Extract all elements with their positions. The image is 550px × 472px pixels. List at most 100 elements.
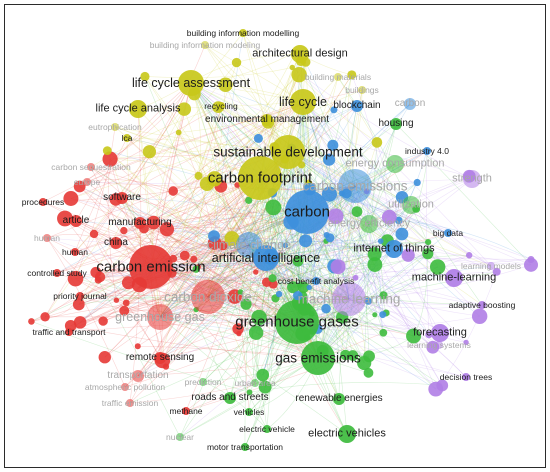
keyword-label[interactable]: buildings [345,84,379,95]
keyword-node-minor[interactable] [237,289,244,296]
keyword-node-minor[interactable] [282,242,289,249]
keyword-node[interactable] [65,328,73,336]
keyword-node[interactable] [333,393,345,405]
keyword-node-minor[interactable] [206,171,223,187]
keyword-node[interactable] [385,240,403,258]
keyword-node-minor[interactable] [251,309,267,326]
keyword-node-minor[interactable] [94,276,102,284]
keyword-node-minor[interactable] [395,227,409,241]
keyword-label[interactable]: traffic emission [101,397,159,408]
keyword-node-minor[interactable] [28,318,35,325]
keyword-node-minor[interactable] [168,186,178,196]
keyword-label[interactable]: vehicles [233,406,265,417]
keyword-label[interactable]: recycling [204,100,238,111]
keyword-node-minor[interactable] [265,199,282,216]
keyword-node[interactable] [463,170,481,188]
keyword-node[interactable] [444,229,452,237]
keyword-node-minor[interactable] [246,389,253,396]
keyword-node[interactable] [241,443,249,451]
keyword-node[interactable] [111,123,119,131]
keyword-node-minor[interactable] [465,252,473,259]
keyword-node-minor[interactable] [218,241,228,251]
keyword-label[interactable]: building information modelling [186,27,300,38]
keyword-node[interactable] [53,269,61,277]
keyword-node[interactable] [182,407,190,415]
keyword-label[interactable]: adaptive boosting [448,299,516,310]
keyword-node-minor[interactable] [73,180,86,193]
keyword-node-minor[interactable] [142,145,157,159]
keyword-label[interactable]: decision trees [439,371,493,382]
keyword-label[interactable]: europe [73,176,101,187]
keyword-label[interactable]: carbon [394,98,426,109]
keyword-node-minor[interactable] [340,349,351,361]
keyword-node-minor[interactable] [306,284,312,291]
keyword-node[interactable] [338,425,356,443]
keyword-node-minor[interactable] [292,255,304,267]
keyword-label[interactable]: big data [432,227,464,238]
keyword-node-minor[interactable] [121,276,135,290]
keyword-node[interactable] [478,301,486,309]
keyword-node[interactable] [390,118,402,130]
keyword-node-minor[interactable] [379,291,388,300]
keyword-label[interactable]: building materials [304,71,372,82]
keyword-node[interactable] [462,373,470,381]
keyword-node-minor[interactable] [98,350,111,364]
keyword-label[interactable]: machine learning [297,291,401,307]
keyword-node-minor[interactable] [527,255,535,263]
keyword-node-minor[interactable] [134,343,141,350]
keyword-node[interactable] [358,86,366,94]
keyword-node-minor[interactable] [330,259,346,275]
keyword-label[interactable]: utilization [388,198,434,211]
keyword-node-minor[interactable] [162,363,170,370]
keyword-label[interactable]: controlled study [27,267,87,278]
keyword-node[interactable] [121,383,129,391]
keyword-node-minor[interactable] [377,238,384,244]
keyword-label[interactable]: electric vehicles [308,427,386,440]
keyword-node-minor[interactable] [218,77,233,92]
keyword-node-minor[interactable] [347,70,357,80]
keyword-label[interactable]: greenhouse gas [115,309,205,324]
keyword-label[interactable]: blockchain [333,100,381,111]
keyword-node-minor[interactable] [256,368,270,382]
keyword-label[interactable]: software [103,192,141,203]
keyword-label[interactable]: building information modeling [149,39,261,50]
keyword-label[interactable]: climate change [206,237,292,252]
keyword-label[interactable]: roads and streets [191,392,269,403]
keyword-node-minor[interactable] [293,290,303,301]
keyword-node[interactable] [253,245,279,271]
keyword-node[interactable] [435,341,443,349]
keyword-label[interactable]: energy efficiency [327,217,411,230]
keyword-node-minor[interactable] [248,325,264,340]
keyword-label[interactable]: methane [169,405,203,416]
keyword-node[interactable] [71,248,79,256]
keyword-node-minor[interactable] [289,64,295,71]
keyword-node-minor[interactable] [413,178,421,187]
keyword-node-minor[interactable] [401,248,415,262]
keyword-node[interactable] [338,169,372,203]
keyword-node[interactable] [445,269,463,287]
keyword-node[interactable] [423,147,431,155]
keyword-node[interactable] [43,234,51,242]
keyword-label[interactable]: remote sensing [125,352,195,363]
keyword-label[interactable]: carbon [284,203,330,221]
keyword-node-minor[interactable] [275,290,283,298]
keyword-node-minor[interactable] [175,129,182,136]
keyword-label[interactable]: traffic and transport [32,326,106,337]
keyword-label[interactable]: priority journal [53,290,107,301]
keyword-node[interactable] [178,70,204,96]
keyword-node-minor[interactable] [122,299,130,307]
keyword-node[interactable] [191,280,225,314]
keyword-node-minor[interactable] [406,328,422,344]
keyword-node-minor[interactable] [428,381,444,397]
keyword-node[interactable] [87,163,95,171]
keyword-label[interactable]: sustainable development [213,144,363,160]
keyword-node[interactable] [199,378,207,386]
keyword-label[interactable]: industry 4.0 [405,145,449,156]
keyword-node[interactable] [271,135,305,169]
keyword-node[interactable] [312,277,320,285]
keyword-node[interactable] [132,370,144,382]
keyword-node-minor[interactable] [372,312,378,318]
keyword-node-minor[interactable] [325,233,335,243]
keyword-node-minor[interactable] [102,151,118,167]
keyword-label[interactable]: transportation [107,370,169,381]
